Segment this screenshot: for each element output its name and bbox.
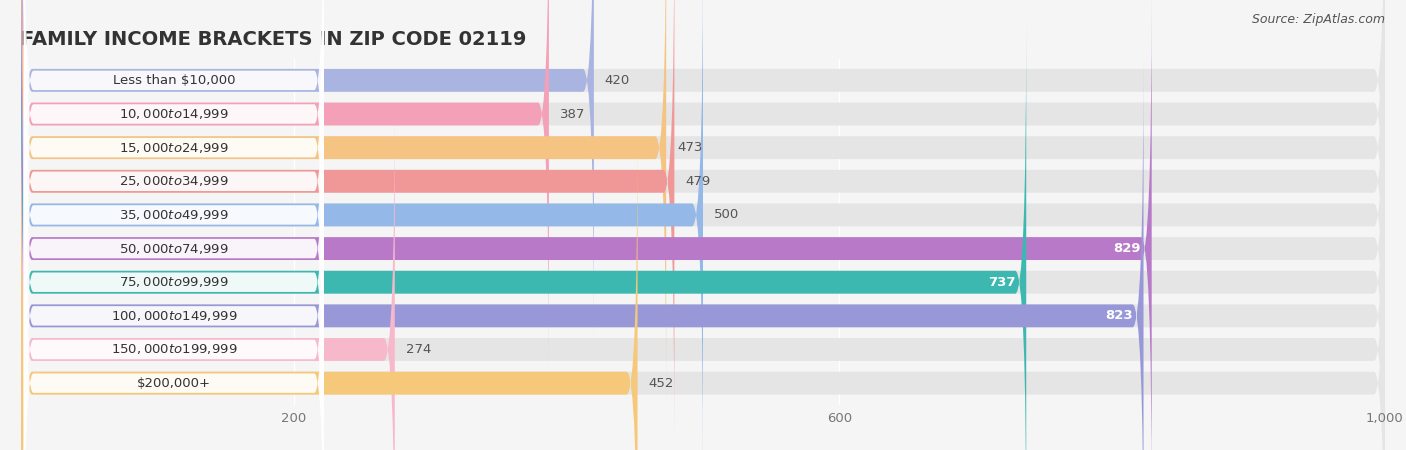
- FancyBboxPatch shape: [21, 126, 637, 450]
- Text: 274: 274: [406, 343, 432, 356]
- FancyBboxPatch shape: [24, 124, 323, 450]
- FancyBboxPatch shape: [21, 0, 1385, 405]
- Text: 823: 823: [1105, 309, 1133, 322]
- FancyBboxPatch shape: [21, 0, 593, 338]
- FancyBboxPatch shape: [24, 56, 323, 450]
- Text: $10,000 to $14,999: $10,000 to $14,999: [120, 107, 229, 121]
- Text: 420: 420: [605, 74, 630, 87]
- Text: $100,000 to $149,999: $100,000 to $149,999: [111, 309, 238, 323]
- FancyBboxPatch shape: [21, 92, 1385, 450]
- FancyBboxPatch shape: [24, 0, 323, 407]
- FancyBboxPatch shape: [21, 0, 1385, 338]
- Text: $50,000 to $74,999: $50,000 to $74,999: [120, 242, 229, 256]
- FancyBboxPatch shape: [21, 0, 703, 450]
- FancyBboxPatch shape: [24, 0, 323, 441]
- FancyBboxPatch shape: [21, 24, 1026, 450]
- Text: 479: 479: [685, 175, 710, 188]
- FancyBboxPatch shape: [21, 92, 395, 450]
- FancyBboxPatch shape: [21, 0, 666, 405]
- Text: 829: 829: [1114, 242, 1140, 255]
- Text: 737: 737: [988, 276, 1015, 289]
- FancyBboxPatch shape: [21, 0, 548, 372]
- FancyBboxPatch shape: [21, 58, 1385, 450]
- Text: $75,000 to $99,999: $75,000 to $99,999: [120, 275, 229, 289]
- Text: Less than $10,000: Less than $10,000: [112, 74, 235, 87]
- FancyBboxPatch shape: [24, 90, 323, 450]
- Text: $35,000 to $49,999: $35,000 to $49,999: [120, 208, 229, 222]
- FancyBboxPatch shape: [21, 0, 675, 439]
- Text: 452: 452: [648, 377, 673, 390]
- FancyBboxPatch shape: [21, 0, 1385, 372]
- Text: 500: 500: [714, 208, 740, 221]
- Text: FAMILY INCOME BRACKETS IN ZIP CODE 02119: FAMILY INCOME BRACKETS IN ZIP CODE 02119: [21, 30, 526, 49]
- FancyBboxPatch shape: [24, 0, 323, 374]
- Text: $25,000 to $34,999: $25,000 to $34,999: [120, 174, 229, 188]
- FancyBboxPatch shape: [21, 0, 1385, 439]
- Text: $150,000 to $199,999: $150,000 to $199,999: [111, 342, 238, 356]
- FancyBboxPatch shape: [21, 0, 1385, 450]
- FancyBboxPatch shape: [24, 23, 323, 450]
- FancyBboxPatch shape: [21, 24, 1385, 450]
- FancyBboxPatch shape: [24, 158, 323, 450]
- Text: $200,000+: $200,000+: [136, 377, 211, 390]
- Text: 473: 473: [678, 141, 703, 154]
- FancyBboxPatch shape: [21, 0, 1385, 450]
- Text: Source: ZipAtlas.com: Source: ZipAtlas.com: [1251, 14, 1385, 27]
- FancyBboxPatch shape: [21, 126, 1385, 450]
- FancyBboxPatch shape: [21, 0, 1152, 450]
- Text: 387: 387: [560, 108, 585, 121]
- Text: $15,000 to $24,999: $15,000 to $24,999: [120, 141, 229, 155]
- FancyBboxPatch shape: [24, 0, 323, 306]
- FancyBboxPatch shape: [24, 0, 323, 340]
- FancyBboxPatch shape: [21, 58, 1143, 450]
